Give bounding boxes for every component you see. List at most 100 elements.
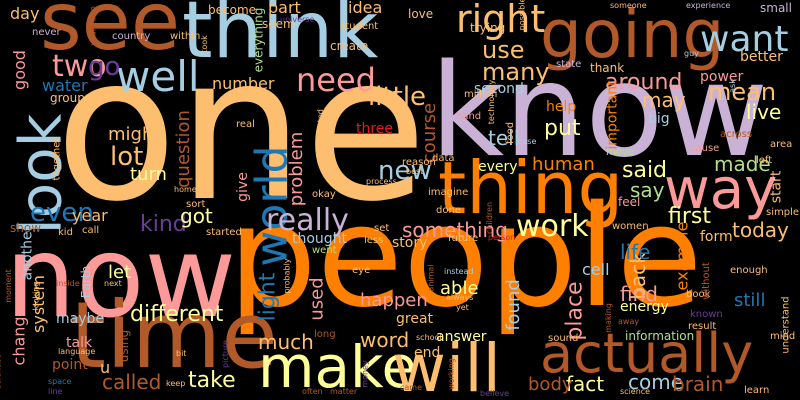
word-simple: simple xyxy=(766,207,800,218)
word-sort: sort xyxy=(186,199,206,210)
word-body: body xyxy=(528,374,573,395)
word-two: two xyxy=(52,49,107,84)
word-looking: looking xyxy=(31,281,41,311)
word-universe: universe xyxy=(280,15,315,24)
word-problem: problem xyxy=(286,131,308,207)
word-point: point xyxy=(52,357,88,373)
word-took: took xyxy=(199,35,209,53)
word-used: used xyxy=(306,277,328,321)
word-human: human xyxy=(532,154,595,175)
word-start: start xyxy=(768,170,785,204)
word-important: important xyxy=(604,80,621,150)
word-turn: turn xyxy=(130,164,167,185)
word-well: well xyxy=(116,52,200,101)
word-now: now xyxy=(5,213,237,343)
word-idea: idea xyxy=(348,0,383,17)
word-end: end xyxy=(414,345,441,361)
word-learn: learn xyxy=(744,385,770,396)
word-inside: inside xyxy=(56,279,80,288)
word-bit: bit xyxy=(176,349,187,358)
word-light: light xyxy=(255,272,281,322)
word-say: say xyxy=(630,178,665,202)
word-one: one xyxy=(55,13,428,246)
word-probably: probably xyxy=(282,258,292,294)
word-hand: hand xyxy=(456,111,482,122)
word-example: example xyxy=(672,221,692,291)
word-went: went xyxy=(312,245,337,256)
word-word: word xyxy=(360,328,410,352)
word-cause: cause xyxy=(690,143,720,154)
word-happen: happen xyxy=(360,290,428,311)
word-going: going xyxy=(540,0,725,73)
word-area: area xyxy=(770,139,793,150)
word-started: started xyxy=(206,227,242,238)
word-call: call xyxy=(82,225,100,236)
word-instead: instead xyxy=(444,267,474,276)
word-guy: guy xyxy=(684,49,699,58)
word-next: next xyxy=(104,279,122,288)
word-making: making xyxy=(603,303,613,333)
word-imagine: imagine xyxy=(428,187,469,198)
word-live: live xyxy=(746,100,782,124)
word-wanted: wanted xyxy=(315,109,325,139)
word-Earth: Earth xyxy=(79,265,94,299)
word-maybe: maybe xyxy=(56,311,105,327)
word-experience: experience xyxy=(686,1,731,10)
word-become: become xyxy=(208,3,257,17)
word-know: know xyxy=(430,37,769,186)
word-line: line xyxy=(48,387,63,396)
word-talk: talk xyxy=(66,335,93,351)
word-known: known xyxy=(690,309,723,320)
word-future: future xyxy=(448,233,479,244)
word-great: great xyxy=(396,311,434,327)
word-without: without xyxy=(700,262,712,300)
word-data: data xyxy=(432,153,455,164)
word-possible: possible xyxy=(517,0,527,31)
word-country: country xyxy=(112,31,151,42)
word-kid: kid xyxy=(58,227,73,238)
word-small: small xyxy=(760,1,792,15)
word-mind: mind xyxy=(770,331,796,342)
word-way: way xyxy=(664,157,778,222)
word-left: left xyxy=(756,155,773,166)
word-together: together xyxy=(51,137,63,181)
word-show: show xyxy=(10,221,42,235)
word-came: came xyxy=(400,383,423,392)
word-time: time xyxy=(70,282,278,389)
word-within: within xyxy=(170,31,201,42)
word-will: will xyxy=(392,330,501,400)
word-three: three xyxy=(356,121,394,137)
word-first: first xyxy=(668,204,711,229)
word-help: help xyxy=(546,99,577,115)
word-change: change xyxy=(9,306,29,366)
word-state: state xyxy=(556,59,582,70)
word-found: found xyxy=(502,279,524,331)
word-thank: thank xyxy=(590,61,625,75)
word-better: better xyxy=(740,49,783,65)
word-many: many xyxy=(482,58,550,86)
word-right: right xyxy=(456,0,546,41)
word-may: may xyxy=(642,88,686,112)
word-made: made xyxy=(714,152,771,176)
word-yet: yet xyxy=(456,303,469,312)
word-story: story xyxy=(392,235,428,251)
word-called: called xyxy=(102,370,162,394)
word-million: million xyxy=(464,89,498,100)
word-place: place xyxy=(562,281,588,341)
word-u: u xyxy=(100,358,111,377)
word-really: really xyxy=(266,203,349,238)
word-might: might xyxy=(108,124,161,145)
word-good: good xyxy=(9,50,29,90)
word-much: much xyxy=(258,330,314,354)
word-give: give xyxy=(234,172,251,202)
word-kind: kind xyxy=(140,212,187,237)
word-love: love xyxy=(408,7,434,21)
word-never: never xyxy=(32,27,61,38)
word-able: able xyxy=(440,278,479,299)
word-keep: keep xyxy=(166,379,186,388)
word-eye: eye xyxy=(352,265,371,276)
word-little: little xyxy=(368,82,427,112)
word-move: move xyxy=(606,147,634,158)
word-water: water xyxy=(42,76,88,95)
